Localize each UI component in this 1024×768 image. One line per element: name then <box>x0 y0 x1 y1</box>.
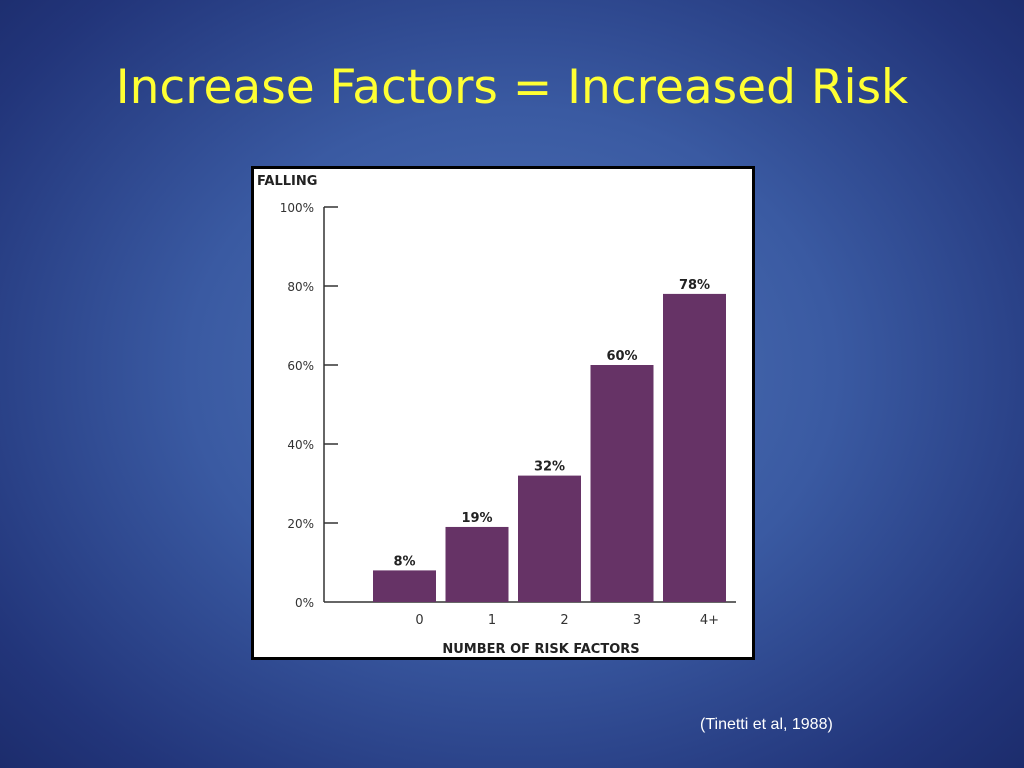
bar-series: 8% 19% 32% 60% 78% <box>373 278 726 602</box>
x-tick-label: 1 <box>488 613 496 628</box>
bar-value-label: 19% <box>461 511 492 526</box>
x-tick-label: 0 <box>415 613 423 628</box>
chart-title: FALLING <box>257 174 317 189</box>
x-axis-ticks: 0 1 2 3 4+ <box>415 613 719 628</box>
y-tick-label: 20% <box>287 517 314 531</box>
bar-2 <box>518 475 581 602</box>
bar-1 <box>445 526 509 602</box>
y-tick-label: 40% <box>287 438 314 452</box>
slide-title: Increase Factors = Increased Risk <box>115 60 909 115</box>
bar-value-label: 60% <box>606 349 637 364</box>
bar-value-label: 78% <box>679 278 710 293</box>
bar-4+ <box>663 293 726 602</box>
bar-3 <box>590 365 654 602</box>
citation: (Tinetti et al, 1988) <box>700 716 833 733</box>
y-tick-label: 100% <box>280 201 314 215</box>
y-tick-label: 0% <box>295 596 314 610</box>
x-axis-label: NUMBER OF RISK FACTORS <box>442 642 639 657</box>
x-tick-label: 3 <box>633 613 641 628</box>
y-axis-ticks: 0% 20% 40% 60% 80% 100% <box>280 201 338 610</box>
bar-0 <box>373 570 436 602</box>
chart-frame: FALLING 0% 20% 40% 60% 80% 100% 8% 19% 32% 60% 78… <box>251 166 755 660</box>
bar-value-label: 32% <box>534 460 565 475</box>
y-tick-label: 80% <box>287 280 314 294</box>
x-tick-label: 2 <box>560 613 568 628</box>
bar-value-label: 8% <box>393 554 415 569</box>
bar-chart: FALLING 0% 20% 40% 60% 80% 100% 8% 19% 32% 60% 78… <box>257 174 736 657</box>
y-tick-label: 60% <box>287 359 314 373</box>
x-tick-label: 4+ <box>700 613 719 628</box>
